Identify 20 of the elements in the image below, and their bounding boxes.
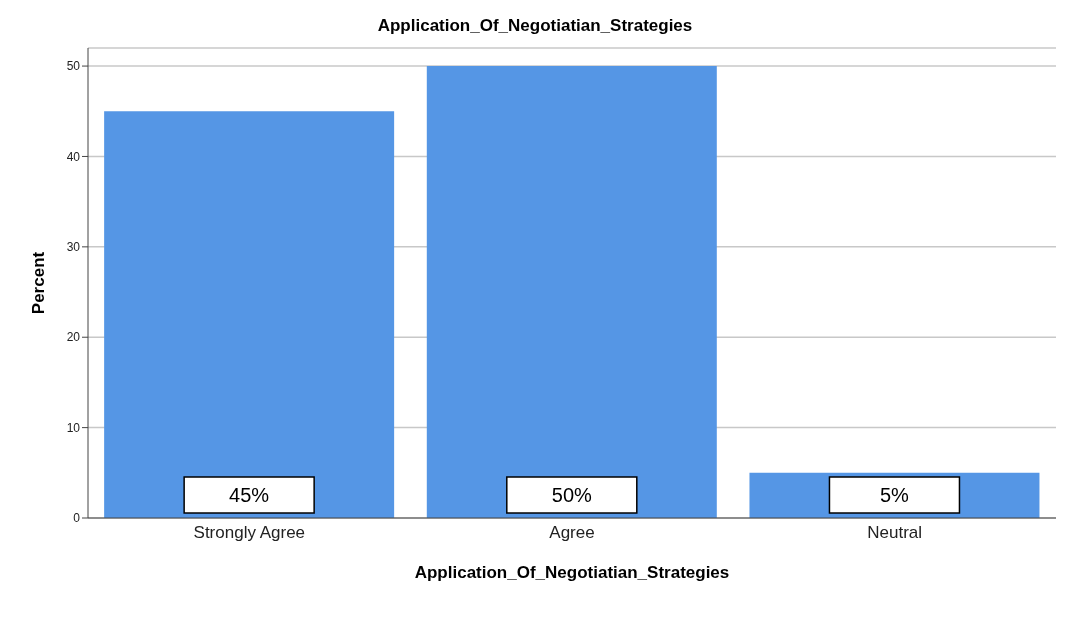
data-label: 5% bbox=[880, 484, 910, 506]
y-tick-label: 20 bbox=[66, 330, 81, 345]
data-label: 50% bbox=[551, 484, 593, 506]
data-label: 45% bbox=[229, 484, 270, 506]
callout-box: 50% bbox=[506, 476, 638, 514]
bar bbox=[426, 66, 717, 518]
y-tick-label: 40 bbox=[66, 149, 81, 164]
chart-title: Application_Of_Negotiatian_Strategies bbox=[376, 16, 694, 36]
x-tick-label: Strongly Agree bbox=[193, 523, 306, 543]
x-axis-title: Application_Of_Negotiatian_Strategies bbox=[414, 563, 730, 582]
x-tick-label: Neutral bbox=[867, 523, 923, 543]
bar bbox=[104, 111, 395, 518]
y-tick-label: 50 bbox=[66, 59, 81, 74]
callout-box: 45% bbox=[183, 476, 315, 514]
y-tick-label: 30 bbox=[66, 240, 81, 255]
x-tick-label: Agree bbox=[549, 523, 595, 543]
y-tick-label: 10 bbox=[66, 420, 81, 435]
y-tick-label: 0 bbox=[73, 511, 81, 526]
y-axis-title: Percent bbox=[29, 251, 49, 315]
callout-box: 5% bbox=[828, 476, 961, 514]
